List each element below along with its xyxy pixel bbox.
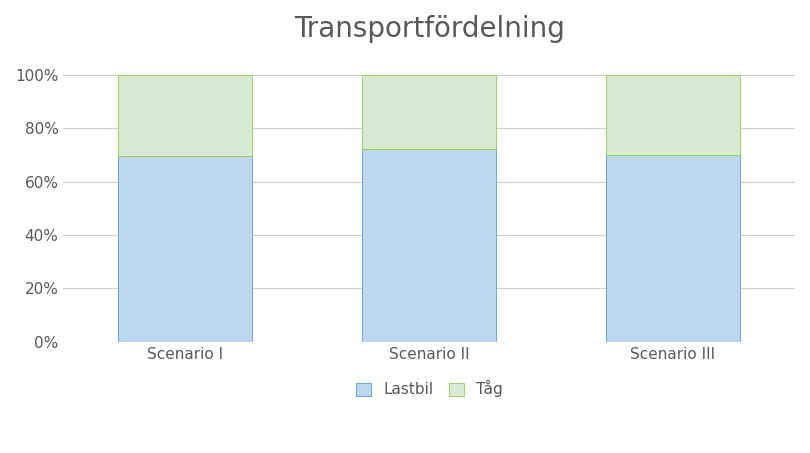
Bar bbox=[606, 155, 740, 342]
Bar bbox=[362, 149, 497, 342]
Bar bbox=[606, 75, 740, 155]
Bar bbox=[118, 156, 253, 342]
Title: Transportfördelning: Transportfördelning bbox=[294, 15, 565, 43]
Bar bbox=[118, 75, 253, 156]
Bar bbox=[362, 75, 497, 149]
Legend: Lastbil, Tåg: Lastbil, Tåg bbox=[356, 381, 503, 397]
